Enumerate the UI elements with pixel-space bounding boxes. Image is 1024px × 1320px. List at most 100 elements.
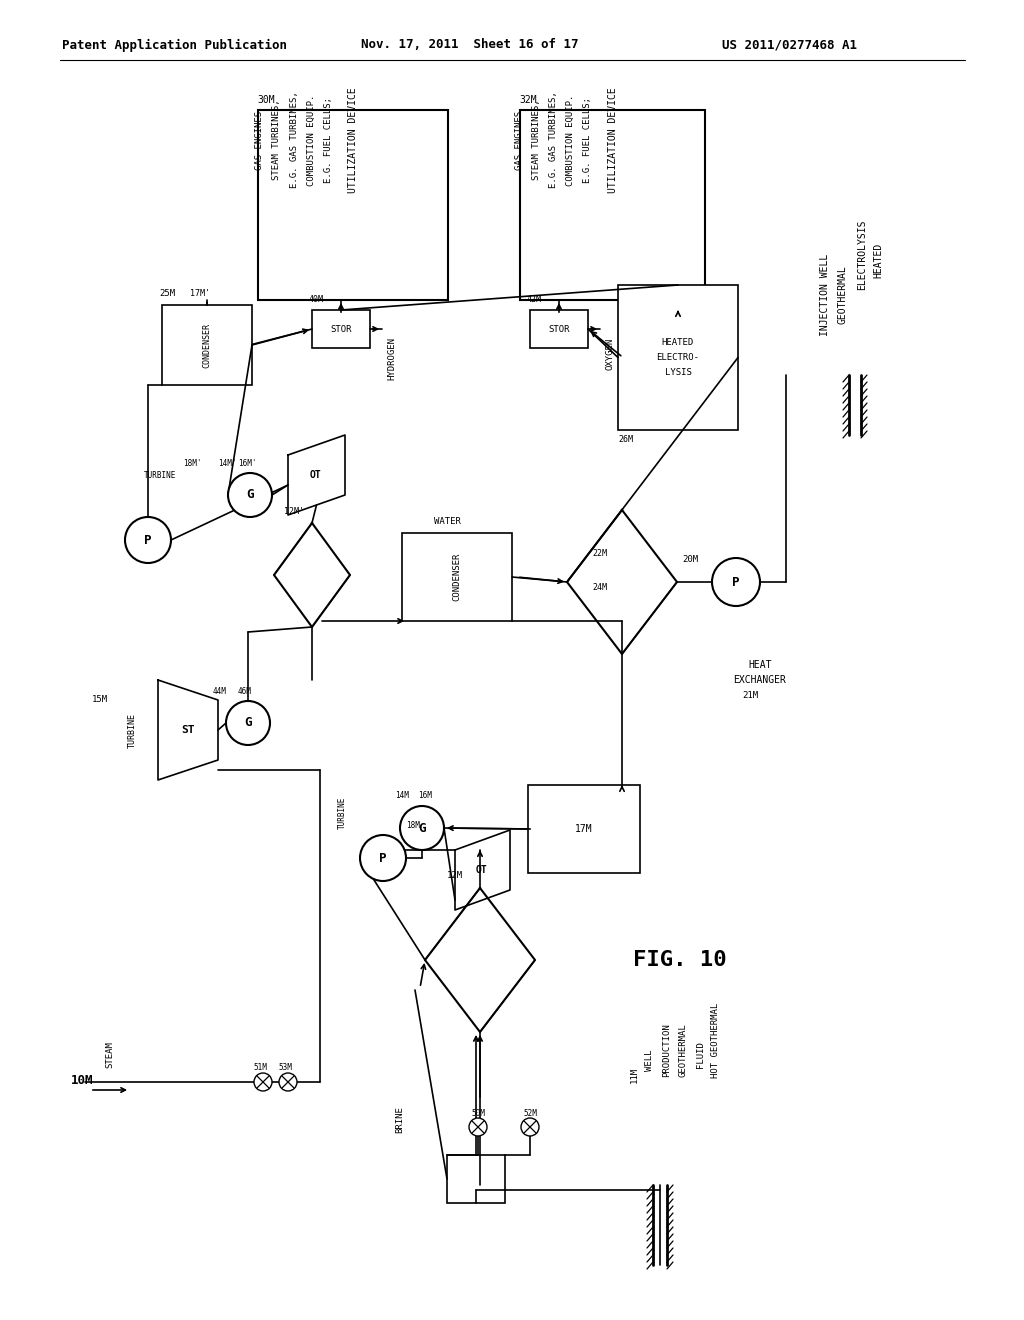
Text: 50M: 50M (471, 1109, 485, 1118)
Text: E.G. FUEL CELLS;: E.G. FUEL CELLS; (583, 96, 592, 183)
Text: 46M: 46M (238, 686, 252, 696)
Bar (162, 305, 252, 385)
Text: OXYGEN: OXYGEN (605, 338, 614, 370)
Text: 15M: 15M (92, 696, 109, 705)
Text: BRINE: BRINE (395, 1106, 404, 1134)
Text: G: G (418, 821, 426, 834)
Bar (618, 285, 738, 430)
Text: ELECTRO-: ELECTRO- (656, 352, 699, 362)
Text: 12M: 12M (446, 871, 463, 880)
Circle shape (360, 836, 406, 880)
Text: P: P (144, 533, 152, 546)
Text: COMBUSTION EQUIP.: COMBUSTION EQUIP. (306, 94, 315, 186)
Bar (258, 110, 449, 300)
Polygon shape (567, 510, 677, 653)
Text: 30M: 30M (257, 95, 274, 106)
Polygon shape (455, 830, 510, 909)
Text: OT: OT (309, 470, 321, 480)
Text: TURBINE: TURBINE (143, 470, 176, 479)
Text: HEATED: HEATED (873, 243, 883, 277)
Bar (530, 310, 588, 348)
Bar (402, 533, 512, 620)
Circle shape (279, 1073, 297, 1092)
Text: 16M: 16M (418, 792, 432, 800)
Text: GEOTHERMAL: GEOTHERMAL (679, 1023, 687, 1077)
Text: FIG. 10: FIG. 10 (633, 950, 727, 970)
Text: 17M: 17M (575, 824, 593, 834)
Polygon shape (274, 523, 350, 627)
Text: 53M: 53M (279, 1064, 292, 1072)
Text: 22M: 22M (593, 549, 607, 558)
Text: GEOTHERMAL: GEOTHERMAL (837, 265, 847, 325)
Text: HYDROGEN: HYDROGEN (387, 338, 396, 380)
Text: 14M': 14M' (218, 458, 237, 467)
Text: 17M': 17M' (190, 289, 210, 297)
Text: 10M: 10M (71, 1073, 93, 1086)
Text: CONDENSER: CONDENSER (203, 322, 212, 367)
Text: 11M: 11M (630, 1067, 639, 1084)
Text: FLUID: FLUID (695, 1041, 705, 1068)
Circle shape (469, 1118, 487, 1137)
Text: Patent Application Publication: Patent Application Publication (62, 38, 288, 51)
Text: US 2011/0277468 A1: US 2011/0277468 A1 (723, 38, 857, 51)
Text: 14M: 14M (395, 792, 409, 800)
Bar (447, 1155, 505, 1203)
Circle shape (712, 558, 760, 606)
Text: 32M: 32M (519, 95, 537, 106)
Text: GAS ENGINES: GAS ENGINES (256, 111, 264, 169)
Text: STEAM TURBINES,: STEAM TURBINES, (532, 100, 541, 181)
Text: HOT GEOTHERMAL: HOT GEOTHERMAL (711, 1002, 720, 1077)
Circle shape (254, 1073, 272, 1092)
Text: Nov. 17, 2011  Sheet 16 of 17: Nov. 17, 2011 Sheet 16 of 17 (361, 38, 579, 51)
Text: PRODUCTION: PRODUCTION (663, 1023, 672, 1077)
Text: ELECTROLYSIS: ELECTROLYSIS (857, 219, 867, 290)
Circle shape (228, 473, 272, 517)
Bar (520, 110, 705, 300)
Text: TURBINE: TURBINE (128, 713, 136, 747)
Text: 20M: 20M (682, 556, 698, 565)
Text: 18M': 18M' (182, 458, 202, 467)
Text: TURBINE: TURBINE (338, 797, 346, 829)
Text: 44M: 44M (213, 686, 227, 696)
Text: UTILIZATION DEVICE: UTILIZATION DEVICE (607, 87, 617, 193)
Text: 21M: 21M (742, 690, 758, 700)
Text: HEATED: HEATED (662, 338, 694, 347)
Text: INJECTION WELL: INJECTION WELL (820, 253, 830, 337)
Text: EXCHANGER: EXCHANGER (733, 675, 786, 685)
Text: 18M: 18M (407, 821, 420, 830)
Circle shape (125, 517, 171, 564)
Text: OT: OT (476, 865, 487, 875)
Circle shape (400, 807, 444, 850)
Text: WELL: WELL (645, 1049, 654, 1071)
Text: 42M: 42M (526, 296, 542, 305)
Text: ST: ST (181, 725, 195, 735)
Text: STEAM: STEAM (105, 1041, 115, 1068)
Text: GAS ENGINES: GAS ENGINES (515, 111, 524, 169)
Text: STOR: STOR (548, 325, 569, 334)
Text: 40M: 40M (308, 296, 324, 305)
Text: P: P (732, 576, 739, 589)
Circle shape (226, 701, 270, 744)
Text: LYSIS: LYSIS (665, 368, 691, 378)
Text: HEAT: HEAT (749, 660, 772, 671)
Text: 26M: 26M (618, 436, 634, 445)
Text: STEAM TURBINES,: STEAM TURBINES, (272, 100, 282, 181)
Bar (528, 785, 640, 873)
Polygon shape (158, 680, 218, 780)
Text: STOR: STOR (331, 325, 352, 334)
Bar (312, 310, 370, 348)
Circle shape (521, 1118, 539, 1137)
Text: COMBUSTION EQUIP.: COMBUSTION EQUIP. (566, 94, 575, 186)
Text: P: P (379, 851, 387, 865)
Text: 16M': 16M' (238, 458, 256, 467)
Text: E.G. GAS TURBINES,: E.G. GAS TURBINES, (290, 91, 299, 189)
Text: G: G (246, 488, 254, 502)
Text: 25M: 25M (159, 289, 175, 297)
Polygon shape (425, 888, 535, 1032)
Text: CONDENSER: CONDENSER (453, 553, 462, 601)
Text: E.G. GAS TURBINES,: E.G. GAS TURBINES, (549, 91, 558, 189)
Text: 52M: 52M (523, 1109, 537, 1118)
Text: 24M: 24M (593, 582, 607, 591)
Text: WATER: WATER (433, 516, 461, 525)
Text: E.G. FUEL CELLS;: E.G. FUEL CELLS; (324, 96, 333, 183)
